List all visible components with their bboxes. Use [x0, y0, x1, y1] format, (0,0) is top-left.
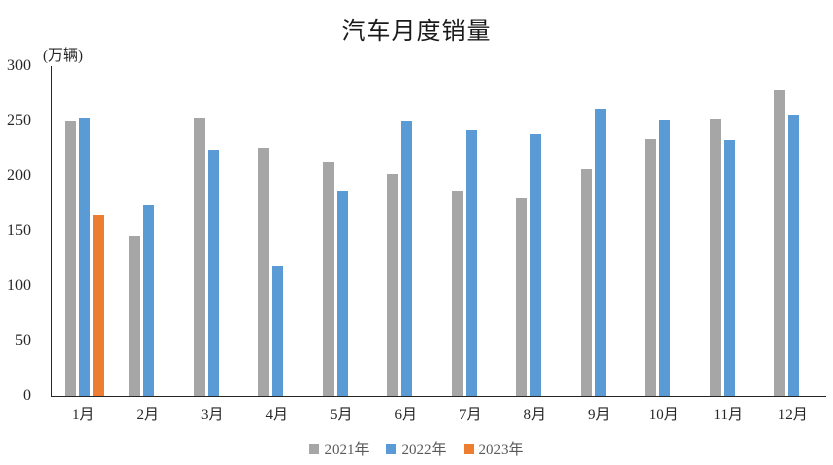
x-axis-label-6月: 6月 [394, 407, 417, 423]
legend-item-2022年: 2022年 [386, 438, 447, 459]
legend-label: 2023年 [478, 442, 524, 458]
legend-swatch-icon [309, 443, 320, 454]
x-axis-label-2月: 2月 [136, 407, 159, 423]
plot-area [51, 66, 826, 397]
chart-title: 汽车月度销量 [341, 19, 492, 45]
y-tick-label-0: 0 [23, 387, 31, 404]
bar-2021年-7月 [451, 190, 463, 396]
bar-2022年-4月 [272, 266, 284, 396]
bar-2021年-1月 [64, 120, 76, 396]
month-group-8月 [504, 66, 569, 396]
x-axis-label-9月: 9月 [587, 407, 611, 423]
bar-2021年-2月 [129, 235, 141, 396]
x-axis-label-1月: 1月 [71, 407, 95, 423]
legend-item-2021年: 2021年 [309, 438, 369, 459]
x-axis-label-11月: 11月 [713, 407, 743, 423]
bar-2022年-8月 [530, 133, 542, 396]
legend-swatch-icon [386, 443, 397, 454]
bar-2022年-12月 [788, 114, 800, 396]
month-group-9月 [568, 66, 633, 396]
bar-2021年-6月 [387, 174, 399, 396]
legend-label: 2021年 [324, 442, 370, 458]
month-group-5月 [310, 66, 375, 396]
bar-2021年-9月 [580, 168, 592, 396]
y-tick-label-200: 200 [7, 167, 31, 184]
y-tick-label-250: 250 [7, 112, 31, 129]
legend-label: 2022年 [401, 442, 447, 458]
legend-item-2023年: 2023年 [463, 438, 524, 459]
month-group-7月 [439, 66, 504, 396]
bar-2021年-5月 [322, 161, 334, 396]
bar-2021年-4月 [258, 148, 270, 396]
x-axis-label-5月: 5月 [329, 407, 353, 423]
month-group-3月 [181, 66, 246, 396]
month-group-6月 [375, 66, 440, 396]
bar-2022年-11月 [723, 139, 735, 396]
y-axis-unit-label: (万辆) [43, 48, 83, 64]
month-group-12月 [762, 66, 827, 396]
x-axis-label-4月: 4月 [265, 407, 288, 423]
bar-2021年-8月 [516, 198, 528, 396]
y-tick-label-300: 300 [7, 57, 31, 74]
bar-2021年-3月 [193, 118, 205, 396]
bar-2023年-1月 [92, 214, 104, 396]
x-axis-label-8月: 8月 [523, 407, 546, 423]
bar-2022年-9月 [594, 108, 606, 396]
bar-2021年-12月 [774, 89, 786, 396]
month-group-4月 [246, 66, 311, 396]
bar-2021年-11月 [709, 118, 721, 396]
bar-2022年-6月 [401, 120, 413, 396]
month-group-1月 [52, 66, 117, 396]
bar-2022年-5月 [336, 191, 348, 396]
bar-2022年-2月 [143, 204, 155, 396]
legend: 2021年 2022年 2023年 [0, 438, 833, 459]
month-group-2月 [117, 66, 182, 396]
x-axis-label-7月: 7月 [458, 407, 482, 423]
x-axis-labels: 1月 2月 3月 4月 5月 6月 7月 8月 9月 10月 11月 12月 [51, 403, 825, 424]
y-tick-label-50: 50 [15, 332, 31, 349]
x-axis-label-3月: 3月 [200, 407, 224, 423]
x-axis-label-12月: 12月 [777, 407, 808, 423]
bar-2021年-10月 [645, 139, 657, 396]
month-group-10月 [633, 66, 698, 396]
y-axis-tick-labels: 0 50 100 150 200 250 300 [0, 57, 31, 404]
y-tick-label-100: 100 [7, 277, 31, 294]
month-group-11月 [697, 66, 762, 396]
bar-2022年-7月 [465, 129, 477, 396]
bar-2022年-3月 [207, 150, 219, 396]
y-tick-label-150: 150 [7, 222, 31, 239]
bar-2022年-1月 [78, 117, 90, 396]
legend-swatch-icon [463, 443, 474, 454]
bar-2022年-10月 [659, 120, 671, 396]
x-axis-label-10月: 10月 [648, 407, 679, 423]
